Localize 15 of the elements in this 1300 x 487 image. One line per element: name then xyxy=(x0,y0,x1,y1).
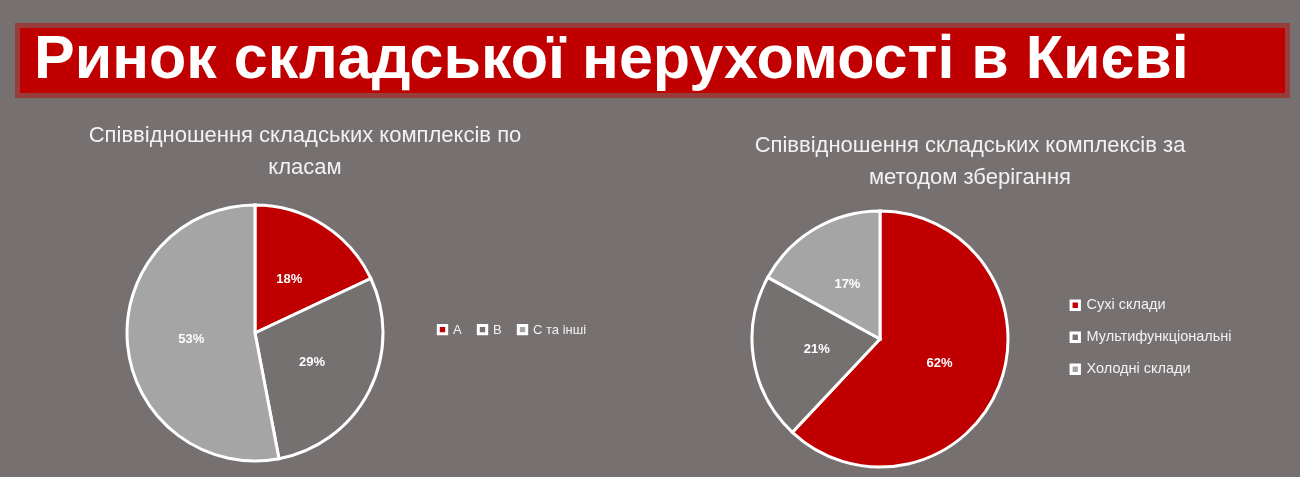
legend-label: Мультифункціональні xyxy=(1086,328,1232,345)
legend-label: Сухі склади xyxy=(1086,296,1166,313)
legend-label: A xyxy=(453,321,462,337)
legend-label: C та інші xyxy=(533,321,587,337)
legend-label: B xyxy=(493,321,502,337)
legend-label: Холодні склади xyxy=(1086,360,1191,377)
text: Ринок складської нерухомості в Києві xyxy=(34,23,1189,91)
data-label: 21% xyxy=(803,341,831,357)
chart-title: Співвідношення складських комплексів по класам xyxy=(88,122,522,179)
data-label: 29% xyxy=(299,354,326,370)
data-label: 62% xyxy=(926,354,953,370)
data-label: 18% xyxy=(276,270,303,286)
chart-title: Співвідношення складських комплексів за методом зберігання xyxy=(754,132,1187,189)
data-label: 17% xyxy=(834,275,861,291)
data-label: 53% xyxy=(178,331,205,347)
